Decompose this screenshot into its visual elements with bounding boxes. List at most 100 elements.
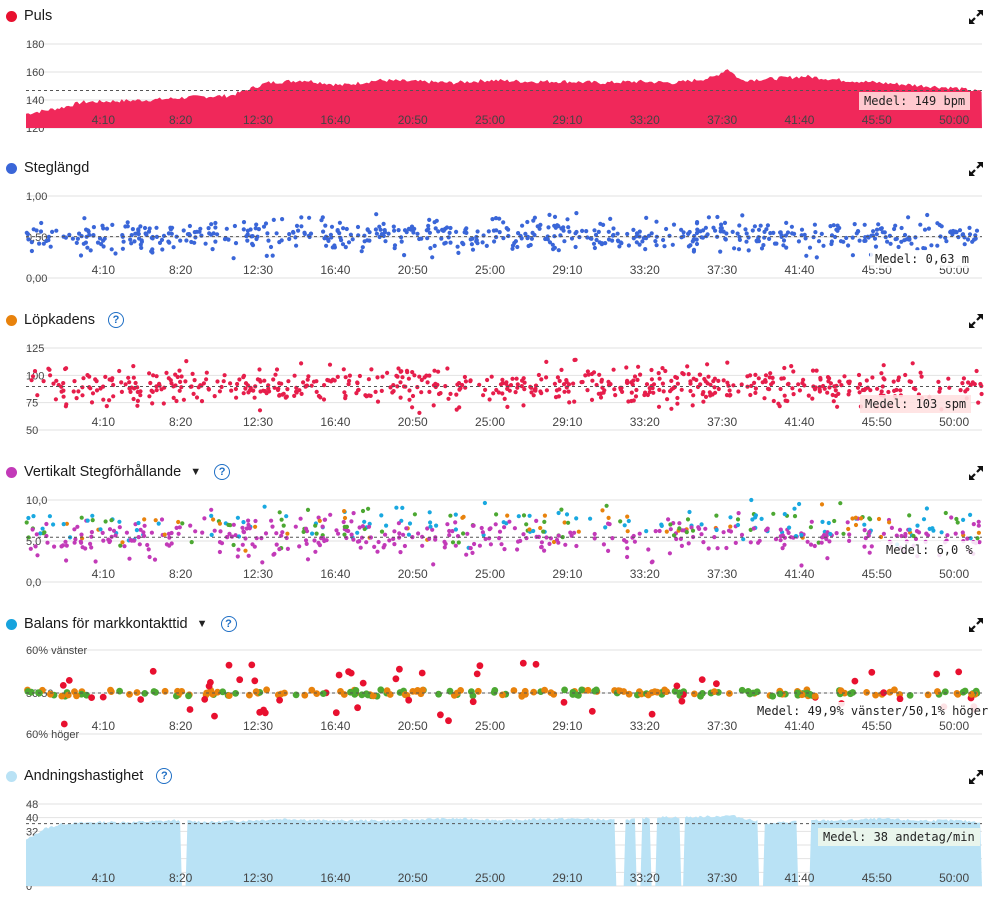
data-point (430, 255, 435, 260)
data-point (61, 388, 66, 393)
data-point (679, 387, 684, 392)
data-point (591, 370, 597, 375)
dropdown-caret-icon[interactable]: ▼ (196, 618, 208, 630)
data-point (689, 525, 694, 530)
data-point (711, 688, 718, 695)
dropdown-caret-icon[interactable]: ▼ (190, 466, 202, 478)
y-tick-label: 140 (26, 95, 44, 107)
data-point (541, 686, 548, 694)
data-point (128, 237, 133, 242)
data-point (168, 225, 173, 230)
data-point (846, 526, 851, 532)
data-point (943, 510, 948, 516)
data-point (456, 540, 461, 545)
data-point (189, 540, 194, 545)
help-icon[interactable]: ? (214, 464, 231, 480)
x-tick-label: 41:40 (784, 415, 814, 429)
data-point (212, 394, 217, 399)
data-point (337, 220, 342, 225)
x-tick-label: 16:40 (320, 719, 350, 733)
data-point (77, 231, 82, 236)
data-point (317, 543, 322, 548)
data-point (219, 384, 224, 390)
data-point (174, 525, 179, 530)
data-point (651, 390, 656, 395)
help-icon[interactable]: ? (220, 616, 237, 632)
data-point (194, 395, 200, 400)
x-tick-label: 37:30 (707, 871, 737, 885)
expand-icon[interactable] (969, 618, 983, 632)
data-point (533, 386, 538, 391)
data-point (520, 223, 525, 228)
data-point (373, 389, 378, 394)
data-point (721, 530, 726, 535)
data-point (416, 531, 421, 536)
data-point (235, 554, 240, 559)
data-point (231, 256, 236, 261)
data-point (41, 379, 46, 384)
data-point (375, 375, 380, 380)
data-point (826, 379, 831, 384)
data-point (28, 546, 33, 551)
expand-icon[interactable] (969, 770, 983, 784)
data-point (763, 378, 768, 383)
data-point (258, 389, 263, 394)
data-point (776, 690, 784, 698)
data-point (63, 404, 68, 409)
data-point (907, 527, 912, 532)
data-point (417, 410, 422, 415)
data-point (898, 388, 903, 393)
data-point (131, 375, 136, 380)
data-point (439, 236, 444, 241)
help-icon[interactable]: ? (156, 768, 173, 784)
data-point (193, 235, 198, 240)
data-point (968, 512, 973, 517)
data-point (227, 531, 232, 536)
data-point (215, 232, 220, 237)
data-point (847, 538, 852, 543)
data-point (748, 392, 753, 398)
expand-icon[interactable] (969, 10, 983, 24)
data-point (284, 535, 289, 541)
data-point (688, 388, 693, 394)
help-icon[interactable]: ? (107, 312, 124, 328)
data-point (149, 388, 154, 393)
expand-icon[interactable] (969, 162, 983, 176)
data-point (380, 374, 385, 379)
data-point (887, 520, 892, 525)
data-point (276, 696, 283, 704)
data-point (31, 514, 36, 519)
data-point (149, 667, 157, 675)
data-point (796, 382, 801, 387)
data-point (678, 697, 686, 705)
data-point (340, 242, 346, 247)
data-point (825, 556, 830, 561)
data-point (874, 232, 879, 237)
data-point (954, 516, 959, 522)
x-tick-label: 20:50 (398, 113, 428, 127)
data-point (147, 371, 152, 376)
expand-icon[interactable] (969, 314, 983, 328)
x-tick-label: 50:00 (939, 719, 969, 733)
data-point (138, 242, 143, 247)
data-point (790, 386, 795, 391)
data-point (89, 545, 94, 550)
data-point (123, 382, 128, 387)
data-point (88, 694, 95, 701)
data-point (392, 675, 400, 683)
data-point (89, 530, 94, 535)
data-point (492, 239, 497, 244)
data-point (204, 370, 209, 375)
data-point (277, 240, 282, 245)
data-point (631, 227, 636, 232)
data-point (152, 557, 158, 562)
data-point (965, 387, 970, 392)
data-point (529, 236, 535, 241)
expand-icon[interactable] (969, 466, 983, 480)
data-point (744, 231, 749, 236)
data-point (442, 545, 447, 550)
data-point (754, 239, 760, 244)
data-point (232, 690, 240, 697)
data-point (634, 240, 639, 245)
data-point (853, 515, 858, 520)
